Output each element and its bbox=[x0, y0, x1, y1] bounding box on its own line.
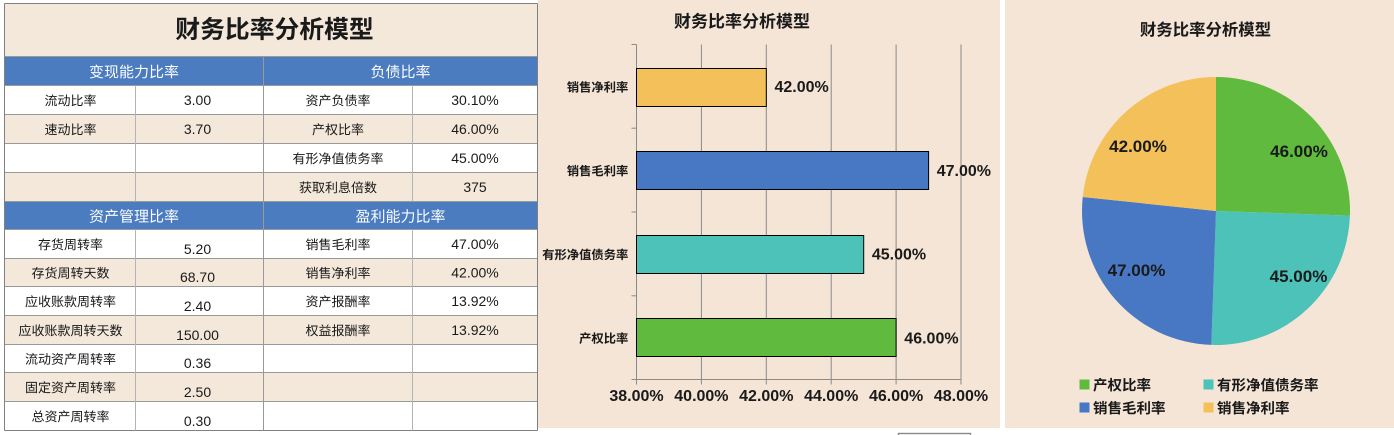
svg-text:2.50: 2.50 bbox=[184, 384, 211, 400]
svg-text:3.70: 3.70 bbox=[184, 121, 211, 137]
svg-text:45.00%: 45.00% bbox=[872, 247, 926, 264]
svg-text:47.00%: 47.00% bbox=[937, 163, 991, 180]
svg-text:0.30: 0.30 bbox=[184, 413, 211, 429]
svg-text:46.00%: 46.00% bbox=[1270, 142, 1328, 161]
svg-text:40.00%: 40.00% bbox=[674, 388, 728, 405]
svg-text:42.00%: 42.00% bbox=[775, 79, 829, 96]
svg-text:46.00%: 46.00% bbox=[904, 330, 958, 347]
svg-text:13.92%: 13.92% bbox=[451, 293, 498, 309]
svg-text:47.00%: 47.00% bbox=[451, 236, 498, 252]
svg-text:48.00%: 48.00% bbox=[934, 388, 988, 405]
svg-text:150.00: 150.00 bbox=[176, 327, 219, 343]
svg-text:30.10%: 30.10% bbox=[451, 92, 498, 108]
svg-text:44.00%: 44.00% bbox=[804, 388, 858, 405]
svg-text:42.00%: 42.00% bbox=[739, 388, 793, 405]
svg-text:46.00%: 46.00% bbox=[869, 388, 923, 405]
svg-text:68.70: 68.70 bbox=[180, 269, 215, 285]
svg-text:375: 375 bbox=[463, 179, 487, 195]
svg-text:13.92%: 13.92% bbox=[451, 322, 498, 338]
svg-text:2.40: 2.40 bbox=[184, 298, 211, 314]
svg-text:5.20: 5.20 bbox=[184, 241, 211, 257]
svg-text:45.00%: 45.00% bbox=[451, 150, 498, 166]
svg-text:42.00%: 42.00% bbox=[1109, 137, 1167, 156]
svg-text:45.00%: 45.00% bbox=[1270, 267, 1328, 286]
svg-text:3.00: 3.00 bbox=[184, 92, 211, 108]
svg-text:46.00%: 46.00% bbox=[451, 121, 498, 137]
svg-text:38.00%: 38.00% bbox=[609, 388, 663, 405]
svg-text:0.36: 0.36 bbox=[184, 355, 211, 371]
svg-text:42.00%: 42.00% bbox=[451, 265, 498, 281]
svg-text:47.00%: 47.00% bbox=[1108, 261, 1166, 280]
